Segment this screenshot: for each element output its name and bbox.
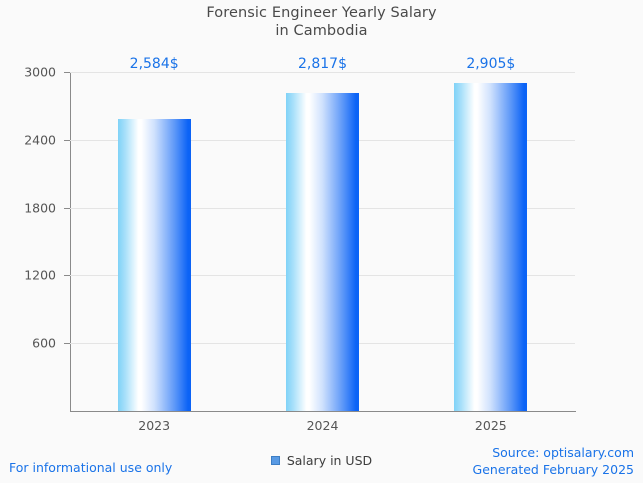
footer-source: Source: optisalary.com (492, 445, 634, 460)
legend-item-salary-in-usd[interactable]: Salary in USD (266, 452, 377, 469)
chart-title-line-1: Forensic Engineer Yearly Salary (206, 5, 437, 21)
y-tick-label-2400: 2400 (24, 132, 56, 148)
y-tick-mark-2400 (64, 139, 70, 141)
legend-item-label: Salary in USD (286, 453, 373, 468)
y-tick-label-1200: 1200 (24, 267, 56, 283)
plot-area (70, 72, 575, 411)
y-tick-mark-3000 (64, 72, 70, 73)
data-label-2025: 2,905$ (466, 56, 516, 72)
y-tick-mark-600 (64, 343, 70, 345)
y-tick-label-1800: 1800 (24, 200, 56, 216)
y-tick-mark-1800 (64, 207, 70, 209)
y-tick-label-3000: 3000 (24, 64, 56, 80)
y-axis-line (70, 72, 71, 412)
chart-title: Forensic Engineer Yearly Salary in Cambo… (0, 4, 643, 40)
bar-2025[interactable] (454, 82, 528, 411)
x-tick-label-2024: 2024 (306, 418, 339, 433)
data-label-2023: 2,584$ (129, 56, 179, 72)
chart-title-line-2: in Cambodia (275, 23, 368, 39)
gridline-3000 (70, 72, 575, 73)
data-label-2024: 2,817$ (298, 56, 347, 72)
bar-2024[interactable] (286, 92, 359, 411)
x-axis-line (70, 411, 576, 412)
x-tick-label-2023: 2023 (138, 418, 171, 433)
legend-swatch-icon (270, 456, 280, 465)
y-tick-mark-1200 (64, 275, 70, 277)
x-tick-label-2025: 2025 (474, 418, 507, 433)
footer-source-block: Source: optisalary.com Generated Februar… (473, 444, 634, 478)
footer-disclaimer: For informational use only (9, 460, 173, 475)
chart-legend: Salary in USD (0, 452, 643, 469)
bar-2023[interactable] (117, 119, 191, 411)
footer-generated: Generated February 2025 (472, 462, 634, 477)
y-tick-label-600: 600 (32, 335, 56, 351)
